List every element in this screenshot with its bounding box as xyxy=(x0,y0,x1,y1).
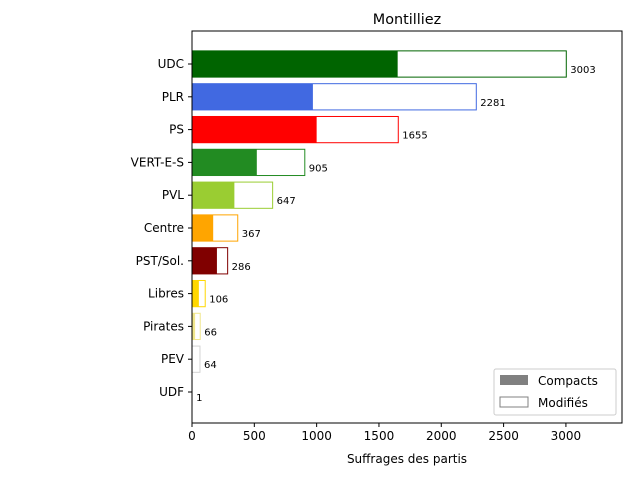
chart-title: Montilliez xyxy=(373,12,441,28)
y-tick-label: Pirates xyxy=(143,319,184,333)
y-tick-label: PST/Sol. xyxy=(136,254,184,268)
bar-compacts-libres xyxy=(192,280,199,307)
legend-label-compacts: Compacts xyxy=(538,374,598,388)
value-label: 367 xyxy=(242,229,261,240)
value-label: 1 xyxy=(196,393,202,404)
y-tick-label: PEV xyxy=(161,352,185,366)
x-tick-label: 2500 xyxy=(488,429,519,443)
value-label: 286 xyxy=(232,262,251,273)
y-tick-label: Centre xyxy=(144,221,184,235)
bar-compacts-pirates xyxy=(192,313,196,340)
value-label: 2281 xyxy=(480,98,505,109)
y-tick-label: UDF xyxy=(159,385,184,399)
x-tick-label: 3000 xyxy=(551,429,582,443)
x-tick-label: 1000 xyxy=(301,429,332,443)
value-label: 64 xyxy=(204,360,217,371)
y-tick-label: PVL xyxy=(162,188,184,202)
y-tick-label: UDC xyxy=(158,57,184,71)
legend-swatch-modifies xyxy=(499,396,529,408)
x-tick-label: 2000 xyxy=(426,429,457,443)
x-tick-label: 1500 xyxy=(364,429,395,443)
bar-compacts-pvl xyxy=(192,182,235,209)
y-ticks: UDC PLR PS VERT-E-S PVL Centre PST/Sol. Libres P… xyxy=(131,57,192,399)
legend-swatch-compacts xyxy=(500,375,528,385)
x-axis-label: Suffrages des partis xyxy=(347,452,467,466)
legend-label-modifies: Modifiés xyxy=(538,396,588,410)
y-tick-label: VERT-E-S xyxy=(131,155,184,169)
value-label: 1655 xyxy=(402,131,427,142)
value-label: 66 xyxy=(204,327,217,338)
bar-compacts-pst-sol- xyxy=(192,247,217,274)
y-tick-label: PS xyxy=(169,123,184,137)
bar-compacts-ps xyxy=(192,116,317,143)
y-tick-label: PLR xyxy=(162,90,184,104)
value-label: 905 xyxy=(309,163,328,174)
x-tick-label: 500 xyxy=(243,429,266,443)
value-label: 647 xyxy=(277,196,296,207)
bar-compacts-udc xyxy=(192,50,398,78)
bar-modifies-pev xyxy=(191,345,201,373)
x-ticks: 0 500 1000 1500 2000 2500 3000 xyxy=(188,423,581,443)
bar-compacts-centre xyxy=(192,214,214,242)
bar-compacts-plr xyxy=(192,83,313,110)
value-label: 106 xyxy=(209,295,228,306)
y-tick-label: Libres xyxy=(148,287,184,301)
bars-group: 3003 2281 1655 905 647 367 286 106 66 64 1 xyxy=(191,50,596,406)
legend: Compacts Modifiés xyxy=(493,368,617,416)
x-tick-label: 0 xyxy=(188,429,196,443)
value-label: 3003 xyxy=(570,65,595,76)
bar-compacts-vert-e-s xyxy=(192,149,257,176)
plot-frame xyxy=(191,30,623,424)
